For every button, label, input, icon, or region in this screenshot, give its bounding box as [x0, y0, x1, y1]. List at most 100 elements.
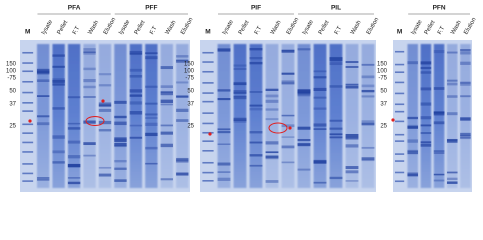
band [176, 157, 189, 161]
marker-label: 50 [380, 89, 387, 95]
band [460, 61, 471, 65]
band [361, 122, 375, 126]
band [345, 166, 359, 169]
band [145, 116, 158, 120]
group-title: PIL [331, 5, 341, 12]
band [345, 180, 359, 182]
band [313, 181, 327, 184]
band [281, 72, 295, 75]
band [67, 127, 81, 130]
band [281, 161, 295, 164]
marker-band [22, 151, 34, 153]
band [329, 136, 343, 139]
band [281, 136, 295, 138]
lane [361, 44, 375, 188]
band [160, 178, 173, 181]
band [329, 127, 343, 130]
band [407, 172, 419, 175]
band [114, 142, 127, 146]
lane [145, 44, 158, 188]
band [265, 108, 279, 111]
band [217, 89, 231, 92]
lane-label: F.T [437, 25, 447, 36]
band [433, 121, 445, 125]
band [361, 84, 375, 88]
band [160, 93, 173, 96]
band [98, 104, 112, 107]
band [313, 128, 327, 130]
lane-label: Elution [463, 17, 477, 36]
lane [160, 44, 173, 188]
band [217, 131, 231, 133]
marker-band [22, 172, 34, 175]
band [446, 171, 458, 174]
band [361, 95, 375, 98]
band [265, 118, 279, 121]
band [249, 107, 263, 111]
band [446, 181, 458, 184]
band [160, 124, 173, 127]
band [361, 146, 375, 149]
lane-label: F.T [334, 25, 344, 36]
band [329, 176, 343, 180]
band [361, 120, 375, 124]
band [446, 139, 458, 143]
band [297, 126, 311, 130]
band [114, 100, 127, 104]
band [446, 112, 458, 116]
band [52, 83, 65, 86]
lane [345, 44, 359, 188]
marker-band [202, 92, 214, 94]
band [420, 141, 432, 144]
lane-label: lysate [41, 19, 54, 36]
band [37, 79, 50, 82]
band [407, 126, 419, 129]
band [249, 141, 263, 144]
band [345, 133, 359, 138]
lane [233, 44, 247, 188]
marker-label: 25 [9, 124, 16, 130]
band [265, 155, 279, 159]
band [297, 138, 311, 142]
band [420, 124, 432, 127]
lane [433, 44, 445, 188]
group-title: PIF [251, 5, 261, 12]
lane-label: Pellet [134, 20, 147, 36]
band [345, 136, 359, 140]
lane [265, 44, 279, 188]
band [67, 96, 81, 99]
band [37, 122, 50, 126]
marker-band [22, 70, 34, 73]
band [83, 67, 96, 71]
band [83, 51, 96, 54]
band [446, 82, 458, 86]
marker-band [202, 161, 214, 164]
lane [52, 44, 65, 188]
marker-band [202, 140, 214, 142]
band [98, 120, 112, 125]
band [313, 87, 327, 92]
band [297, 143, 311, 147]
lane-label: F.T [72, 25, 82, 36]
band [420, 143, 432, 147]
band [345, 85, 359, 89]
lane-label: Elution [366, 17, 380, 36]
band [145, 102, 158, 105]
band [329, 58, 343, 62]
band [433, 87, 445, 90]
band [37, 115, 50, 118]
band [313, 160, 327, 164]
marker-band [394, 103, 405, 106]
band [249, 164, 263, 167]
band [420, 116, 432, 120]
band [460, 49, 471, 52]
marker-label: 25 [187, 124, 194, 130]
band [249, 61, 263, 65]
marker-dot [391, 118, 395, 122]
band [176, 59, 189, 63]
band [313, 96, 327, 99]
marker-band [202, 180, 214, 182]
marker-dot [101, 99, 105, 103]
marker-lane-label: M [397, 29, 402, 36]
lane-label: lysate [302, 19, 315, 36]
